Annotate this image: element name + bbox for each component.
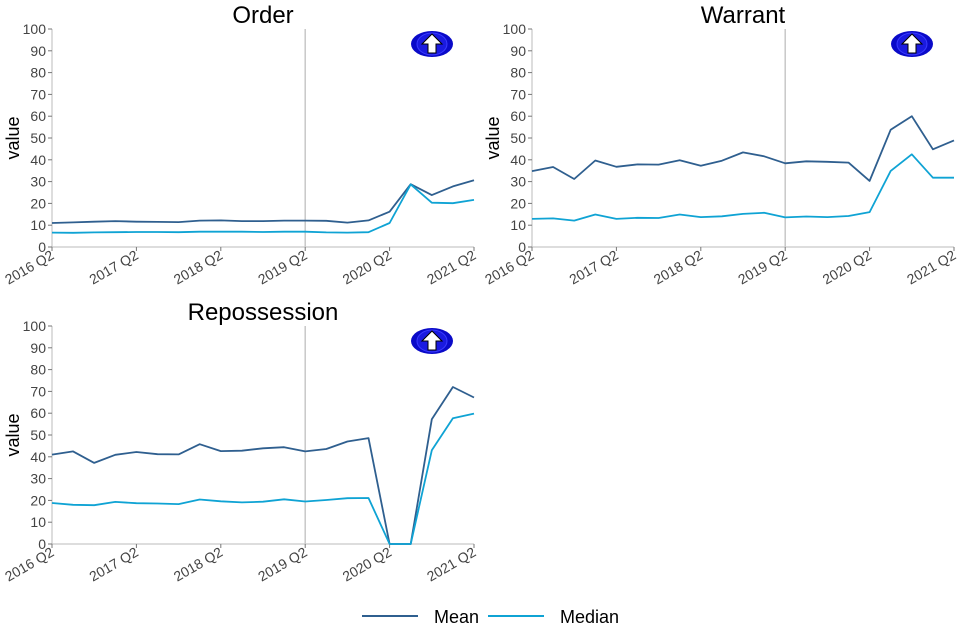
y-tick-label: 70 — [30, 383, 46, 399]
x-tick-label: 2021 Q2 — [424, 544, 479, 585]
y-tick-label: 10 — [510, 217, 526, 233]
x-tick-label: 2017 Q2 — [86, 544, 141, 585]
y-tick-label: 0 — [38, 536, 46, 552]
x-tick-label: 2021 Q2 — [424, 247, 479, 288]
y-tick-label: 50 — [30, 427, 46, 443]
y-tick-label: 90 — [30, 340, 46, 356]
y-tick-label: 40 — [510, 152, 526, 168]
legend: Mean Median — [362, 607, 619, 627]
panel-title: Warrant — [701, 2, 786, 29]
x-tick-label: 2019 Q2 — [255, 247, 310, 288]
x-tick-label: 2016 Q2 — [2, 247, 57, 288]
x-tick-label: 2019 Q2 — [735, 247, 790, 288]
y-tick-label: 30 — [510, 174, 526, 190]
x-tick-label: 2018 Q2 — [171, 247, 226, 288]
series-line-mean — [531, 115, 955, 182]
panel-warrant: Warrant value 0 10 20 30 40 50 60 70 80 90 100 2016 Q… — [482, 2, 959, 287]
y-tick-label: 0 — [38, 239, 46, 255]
y-tick-label: 0 — [518, 239, 526, 255]
x-tick-label: 2017 Q2 — [566, 247, 621, 288]
legend-item-mean: Mean — [362, 607, 479, 627]
y-tick-label: 70 — [30, 86, 46, 102]
panel-repossession: Repossession value 0 10 20 30 40 50 60 70 80 90 100 2… — [2, 299, 479, 584]
x-tick-label: 2020 Q2 — [340, 544, 395, 585]
y-tick-label: 30 — [30, 471, 46, 487]
y-tick-label: 50 — [30, 130, 46, 146]
y-tick-label: 80 — [30, 65, 46, 81]
y-tick-label: 10 — [30, 514, 46, 530]
x-tick-label: 2016 Q2 — [482, 247, 537, 288]
y-tick-label: 60 — [510, 108, 526, 124]
up-arrow-icon — [411, 31, 453, 57]
y-axis-label: value — [3, 116, 23, 159]
y-tick-label: 50 — [510, 130, 526, 146]
y-tick-label: 100 — [503, 21, 527, 37]
y-tick-label: 70 — [510, 86, 526, 102]
x-tick-label: 2018 Q2 — [171, 544, 226, 585]
x-tick-label: 2020 Q2 — [340, 247, 395, 288]
legend-label: Mean — [434, 607, 479, 627]
y-tick-label: 80 — [510, 65, 526, 81]
y-tick-label: 100 — [23, 21, 47, 37]
series-line-median — [51, 412, 475, 545]
series-line-median — [51, 183, 475, 234]
up-arrow-icon — [411, 328, 453, 354]
y-tick-label: 60 — [30, 405, 46, 421]
y-tick-label: 80 — [30, 362, 46, 378]
panel-order: Order value 0 10 20 30 40 50 60 70 80 90 100 2016 Q2 2… — [2, 2, 479, 287]
panel-title: Repossession — [188, 299, 339, 326]
y-tick-label: 20 — [510, 195, 526, 211]
y-tick-label: 40 — [30, 449, 46, 465]
series-line-mean — [51, 179, 475, 224]
y-axis-label: value — [3, 413, 23, 456]
y-tick-label: 40 — [30, 152, 46, 168]
y-tick-label: 90 — [30, 43, 46, 59]
x-tick-label: 2018 Q2 — [651, 247, 706, 288]
y-tick-label: 20 — [30, 492, 46, 508]
up-arrow-icon — [891, 31, 933, 57]
y-tick-label: 20 — [30, 195, 46, 211]
series-line-median — [531, 153, 954, 222]
y-tick-label: 10 — [30, 217, 46, 233]
series-line-mean — [51, 386, 475, 545]
y-tick-label: 30 — [30, 174, 46, 190]
x-tick-label: 2020 Q2 — [820, 247, 875, 288]
x-tick-label: 2017 Q2 — [86, 247, 141, 288]
panel-title: Order — [232, 2, 293, 29]
legend-label: Median — [560, 607, 619, 627]
y-tick-label: 100 — [23, 318, 47, 334]
x-tick-label: 2019 Q2 — [255, 544, 310, 585]
y-tick-label: 90 — [510, 43, 526, 59]
x-tick-label: 2021 Q2 — [904, 247, 959, 288]
x-tick-label: 2016 Q2 — [2, 544, 57, 585]
legend-item-median: Median — [488, 607, 619, 627]
y-tick-label: 60 — [30, 108, 46, 124]
y-axis-label: value — [483, 116, 503, 159]
